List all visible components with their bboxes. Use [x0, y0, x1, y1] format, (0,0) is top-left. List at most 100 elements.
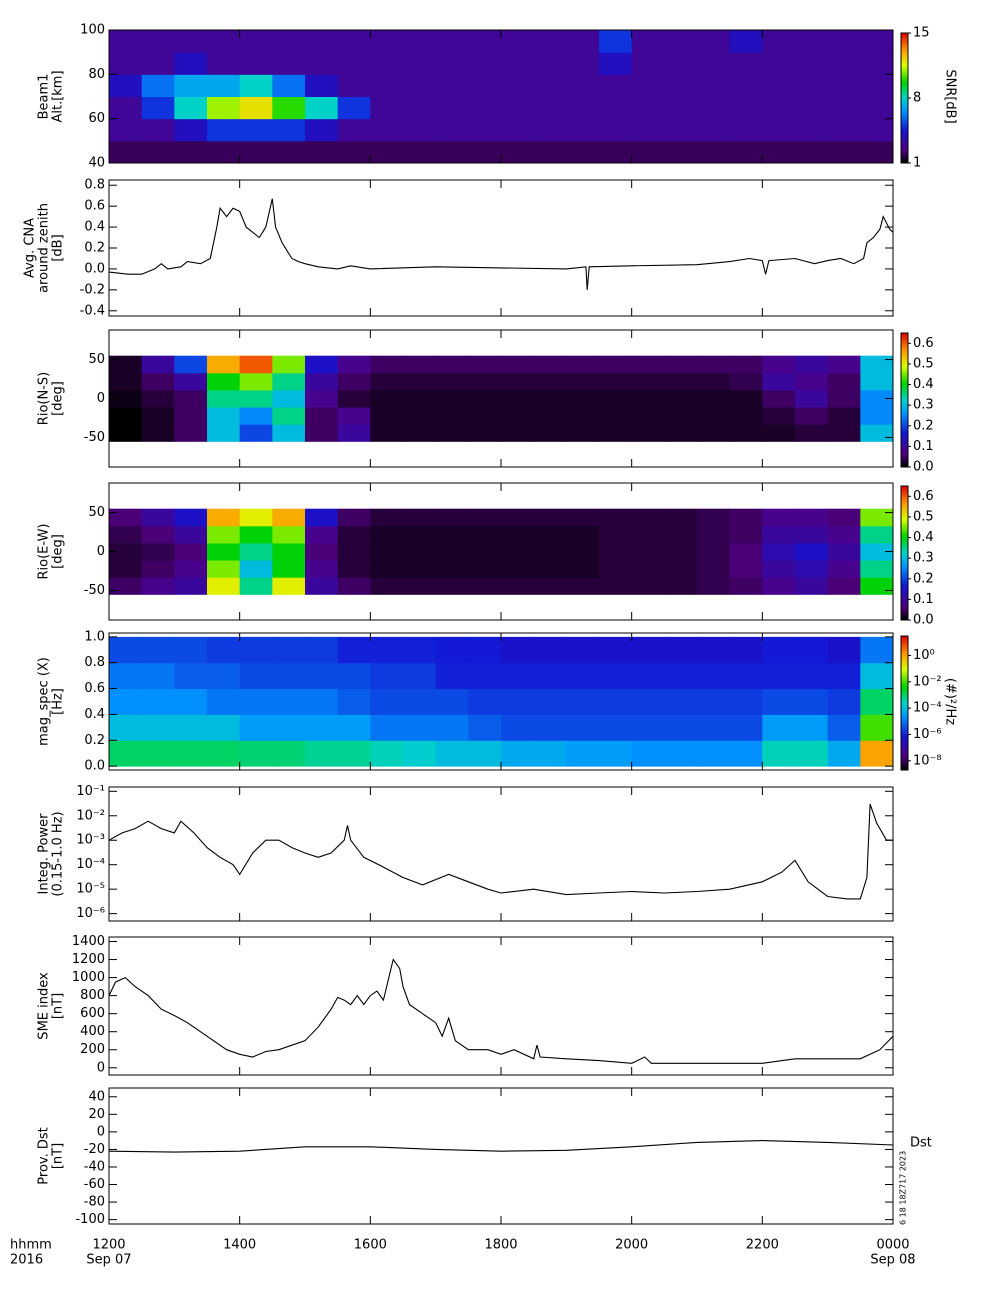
heatmap-cell	[141, 389, 175, 408]
heatmap-cell	[533, 740, 567, 767]
x-row-label: 2016	[10, 1253, 43, 1268]
colorbar-swatch	[901, 640, 908, 644]
panel: mag_spec (X) [Hz] 10⁰ 10⁻² 10⁻⁴ 10⁻⁶ 10⁻⁸ (#)²/…	[37, 629, 958, 773]
colorbar-tick-label: 0.1	[913, 592, 934, 607]
colorbar-swatch	[901, 743, 908, 746]
heatmap-cell	[403, 714, 437, 741]
heatmap-cell	[860, 140, 894, 164]
y-tick-label: -60	[84, 1177, 105, 1192]
heatmap-cell	[109, 636, 143, 664]
heatmap-cell	[631, 407, 665, 425]
colorbar-swatch	[901, 373, 908, 376]
colorbar-swatch	[901, 539, 908, 543]
heatmap-cell	[370, 407, 404, 425]
heatmap-cell	[174, 74, 208, 97]
colorbar-swatch	[901, 649, 908, 653]
heatmap-cell	[762, 424, 796, 442]
panel-frame	[108, 786, 894, 922]
line-series	[108, 803, 893, 900]
heatmap-cell	[239, 542, 273, 561]
colorbar-swatch	[901, 765, 908, 769]
heatmap-cell	[795, 389, 829, 408]
heatmap-cell	[664, 96, 698, 120]
colorbar-swatch	[901, 108, 908, 112]
heatmap-cell	[860, 662, 894, 690]
heatmap-cell	[207, 740, 241, 767]
colorbar-swatch	[901, 720, 908, 724]
colorbar-swatch	[901, 339, 908, 343]
colorbar-swatch	[901, 615, 908, 619]
colorbar-swatch	[901, 761, 908, 764]
heatmap-cell	[664, 407, 698, 425]
heatmap-cell	[599, 118, 633, 142]
colorbar-swatch	[901, 408, 908, 412]
heatmap-cell	[566, 424, 600, 442]
colorbar-swatch	[901, 523, 908, 527]
colorbar-swatch	[901, 379, 908, 383]
y-tick-label: 10⁻⁵	[76, 882, 105, 897]
heatmap-cell	[337, 714, 371, 741]
heatmap-cell	[109, 372, 143, 391]
colorbar-swatch	[901, 353, 908, 356]
colorbar-swatch	[901, 566, 908, 570]
heatmap-cell	[501, 372, 535, 391]
y-tick-label: 0.4	[84, 707, 105, 722]
colorbar-swatch	[901, 550, 908, 554]
colorbar-swatch	[901, 703, 908, 706]
heatmap-cell	[109, 52, 143, 75]
colorbar-swatch	[901, 537, 908, 541]
y-tick-label: -0.2	[80, 282, 105, 297]
heatmap-cell	[207, 424, 241, 442]
colorbar-swatch	[901, 696, 908, 700]
heatmap-cell	[207, 140, 241, 164]
colorbar-swatch	[901, 738, 908, 742]
heatmap-cell	[762, 52, 796, 75]
colorbar-swatch	[901, 43, 908, 47]
colorbar-swatch	[901, 528, 908, 532]
heatmap-cell	[599, 407, 633, 425]
colorbar-tick-label: 0.5	[913, 356, 934, 371]
heatmap-cell	[501, 74, 535, 97]
heatmap-cell	[827, 688, 861, 715]
colorbar-swatch	[901, 359, 908, 363]
heatmap-cell	[337, 355, 371, 374]
y-tick-label: -100	[75, 1212, 105, 1227]
heatmap-cell	[337, 577, 371, 595]
colorbar-swatch	[901, 535, 908, 538]
heatmap-cell	[795, 140, 829, 164]
colorbar-swatch	[901, 113, 908, 116]
colorbar-swatch	[901, 570, 908, 574]
heatmap-cell	[370, 662, 404, 690]
heatmap-cell	[109, 389, 143, 408]
panel-frame	[108, 179, 894, 317]
colorbar-swatch	[901, 685, 908, 688]
colorbar-swatch	[901, 72, 908, 75]
colorbar-swatch	[901, 366, 908, 370]
heatmap-cell	[207, 714, 241, 741]
colorbar-swatch	[901, 455, 908, 459]
heatmap-cell	[272, 74, 306, 97]
heatmap-cell	[435, 542, 469, 561]
colorbar-swatch	[901, 364, 908, 367]
colorbar-swatch	[901, 709, 908, 713]
x-tick-label: 1600	[354, 1238, 387, 1253]
heatmap-cell	[566, 407, 600, 425]
y-axis-label: Prov. Dst	[37, 1127, 52, 1184]
heatmap-cell	[403, 740, 437, 767]
heatmap-cell	[631, 688, 665, 715]
heatmap-cell	[501, 740, 535, 767]
heatmap-cell	[207, 118, 241, 142]
heatmap-cell	[403, 96, 437, 120]
heatmap-cell	[533, 118, 567, 142]
y-axis-label: mag_spec (X)	[37, 657, 52, 746]
colorbar-swatch	[901, 102, 908, 105]
colorbar-swatch	[901, 758, 908, 762]
heatmap-cell	[729, 740, 763, 767]
heatmap-cell	[697, 140, 731, 164]
heatmap-cell	[827, 636, 861, 664]
y-tick-label: 0.8	[84, 655, 105, 670]
heatmap-cell	[207, 96, 241, 120]
heatmap-cell	[501, 508, 535, 527]
heatmap-cell	[370, 355, 404, 374]
colorbar-swatch	[901, 48, 908, 51]
